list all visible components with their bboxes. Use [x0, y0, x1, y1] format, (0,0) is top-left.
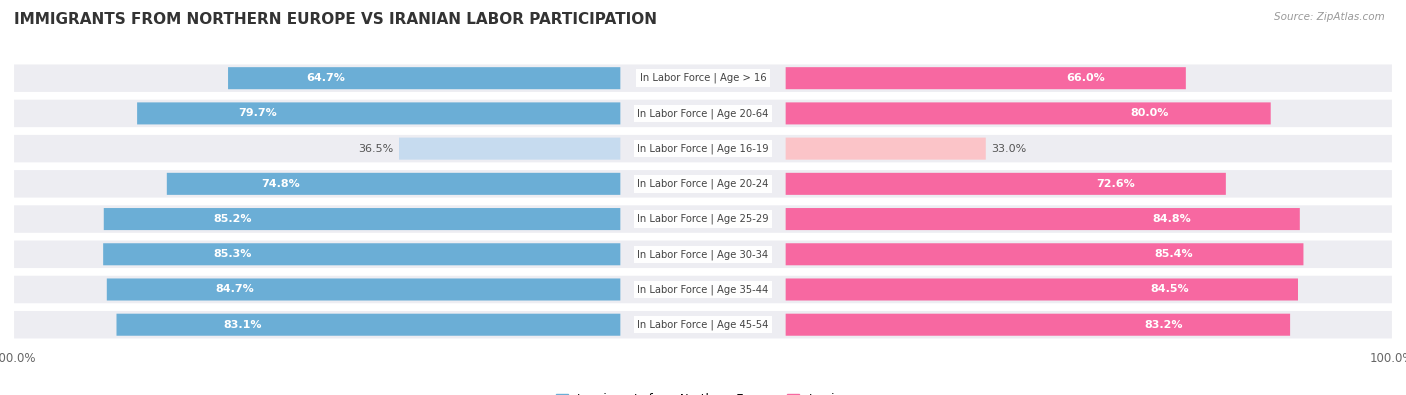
Legend: Immigrants from Northern Europe, Iranian: Immigrants from Northern Europe, Iranian: [555, 393, 851, 395]
Text: In Labor Force | Age 20-24: In Labor Force | Age 20-24: [637, 179, 769, 189]
Text: 72.6%: 72.6%: [1097, 179, 1135, 189]
FancyBboxPatch shape: [14, 311, 1392, 339]
FancyBboxPatch shape: [14, 64, 1392, 92]
Text: 85.4%: 85.4%: [1154, 249, 1194, 259]
FancyBboxPatch shape: [103, 243, 620, 265]
Text: 66.0%: 66.0%: [1066, 73, 1105, 83]
Text: 33.0%: 33.0%: [991, 144, 1026, 154]
Text: In Labor Force | Age 16-19: In Labor Force | Age 16-19: [637, 143, 769, 154]
Text: In Labor Force | Age 20-64: In Labor Force | Age 20-64: [637, 108, 769, 118]
FancyBboxPatch shape: [107, 278, 620, 301]
FancyBboxPatch shape: [786, 67, 1185, 89]
FancyBboxPatch shape: [14, 205, 1392, 233]
FancyBboxPatch shape: [14, 276, 1392, 303]
FancyBboxPatch shape: [786, 278, 1298, 301]
Text: 84.7%: 84.7%: [215, 284, 254, 295]
Text: 84.8%: 84.8%: [1152, 214, 1191, 224]
FancyBboxPatch shape: [14, 241, 1392, 268]
FancyBboxPatch shape: [138, 102, 620, 124]
Text: 84.5%: 84.5%: [1150, 284, 1189, 295]
FancyBboxPatch shape: [786, 314, 1291, 336]
Text: 36.5%: 36.5%: [359, 144, 394, 154]
Text: 74.8%: 74.8%: [262, 179, 299, 189]
Text: 64.7%: 64.7%: [307, 73, 346, 83]
Text: In Labor Force | Age 35-44: In Labor Force | Age 35-44: [637, 284, 769, 295]
Text: IMMIGRANTS FROM NORTHERN EUROPE VS IRANIAN LABOR PARTICIPATION: IMMIGRANTS FROM NORTHERN EUROPE VS IRANI…: [14, 12, 657, 27]
Text: In Labor Force | Age 30-34: In Labor Force | Age 30-34: [637, 249, 769, 260]
Text: 83.1%: 83.1%: [224, 320, 262, 330]
FancyBboxPatch shape: [786, 208, 1299, 230]
Text: In Labor Force | Age 25-29: In Labor Force | Age 25-29: [637, 214, 769, 224]
FancyBboxPatch shape: [786, 137, 986, 160]
FancyBboxPatch shape: [786, 102, 1271, 124]
FancyBboxPatch shape: [167, 173, 620, 195]
Text: Source: ZipAtlas.com: Source: ZipAtlas.com: [1274, 12, 1385, 22]
FancyBboxPatch shape: [117, 314, 620, 336]
Text: 85.3%: 85.3%: [214, 249, 252, 259]
FancyBboxPatch shape: [14, 170, 1392, 198]
FancyBboxPatch shape: [14, 135, 1392, 162]
Text: 83.2%: 83.2%: [1144, 320, 1184, 330]
Text: 79.7%: 79.7%: [239, 108, 277, 118]
Text: In Labor Force | Age > 16: In Labor Force | Age > 16: [640, 73, 766, 83]
FancyBboxPatch shape: [786, 173, 1226, 195]
FancyBboxPatch shape: [104, 208, 620, 230]
Text: In Labor Force | Age 45-54: In Labor Force | Age 45-54: [637, 320, 769, 330]
Text: 80.0%: 80.0%: [1130, 108, 1168, 118]
FancyBboxPatch shape: [786, 243, 1303, 265]
FancyBboxPatch shape: [14, 100, 1392, 127]
Text: 85.2%: 85.2%: [214, 214, 252, 224]
FancyBboxPatch shape: [228, 67, 620, 89]
FancyBboxPatch shape: [399, 137, 620, 160]
